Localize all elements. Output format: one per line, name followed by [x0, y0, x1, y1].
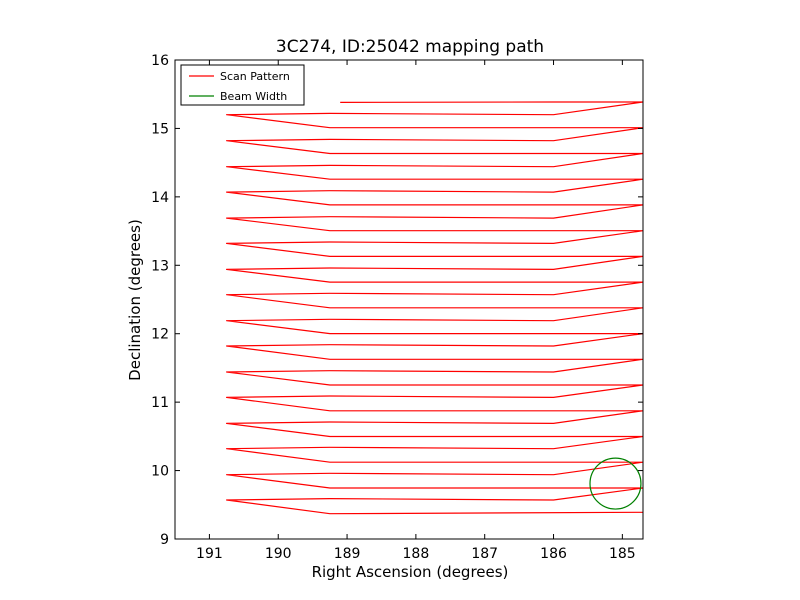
y-tick-label: 12	[151, 327, 169, 343]
x-tick-label: 187	[471, 546, 498, 562]
chart-title: 3C274, ID:25042 mapping path	[276, 37, 544, 57]
legend-box	[180, 64, 305, 106]
y-tick-label: 15	[151, 121, 169, 137]
x-tick-label: 191	[196, 546, 223, 562]
legend: Scan Pattern Beam Width	[180, 64, 305, 106]
x-axis-ticks: 191 190 189 188 187 186 185	[196, 60, 636, 562]
legend-label-beam-width: Beam Width	[220, 90, 287, 103]
x-tick-label: 185	[609, 546, 636, 562]
scan-pattern-line	[226, 101, 643, 515]
y-tick-label: 16	[151, 53, 169, 69]
y-axis-label: Declination (degrees)	[126, 219, 144, 381]
x-tick-label: 189	[334, 546, 361, 562]
x-tick-label: 188	[403, 546, 430, 562]
y-tick-label: 14	[151, 190, 169, 206]
y-axis-ticks: 9 10 11 12 13 14 15 16	[151, 53, 643, 548]
plot-area	[226, 101, 643, 515]
axes-frame	[174, 59, 644, 540]
scan-pattern-series	[226, 101, 643, 515]
beam-width-circle	[589, 457, 642, 510]
x-tick-label: 190	[265, 546, 292, 562]
y-tick-label: 9	[160, 532, 169, 548]
y-tick-label: 13	[151, 258, 169, 274]
x-tick-label: 186	[540, 546, 567, 562]
beam-width-series	[589, 457, 642, 510]
y-tick-label: 11	[151, 395, 169, 411]
y-tick-label: 10	[151, 464, 169, 480]
legend-label-scan-pattern: Scan Pattern	[220, 70, 290, 83]
x-axis-label: Right Ascension (degrees)	[312, 563, 509, 581]
